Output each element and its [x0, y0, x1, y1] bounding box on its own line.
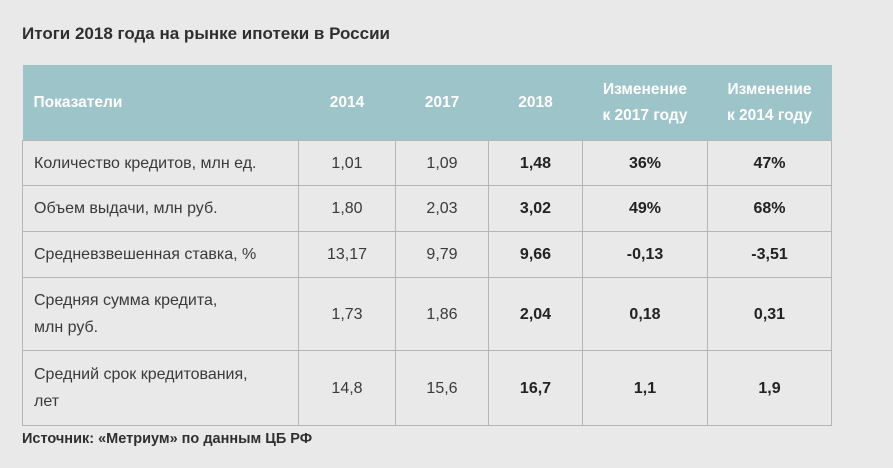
- cell-text: млн руб.: [34, 319, 99, 336]
- value-cell: 47%: [707, 140, 832, 186]
- cell-text: Средний срок кредитования,: [34, 366, 248, 383]
- cell-text: Средняя сумма кредита,: [34, 292, 218, 309]
- cell-text: 2018: [518, 93, 553, 111]
- value-cell: 0,18: [582, 277, 708, 351]
- value-cell: 15,6: [395, 350, 489, 426]
- cell-text: 2014: [329, 93, 365, 111]
- cell-text: Количество кредитов, млн ед.: [34, 154, 257, 172]
- value-cell: -0,13: [582, 231, 708, 278]
- cell-text: к 2014 году: [726, 106, 812, 124]
- cell-text: Объем выдачи, млн руб.: [34, 200, 218, 217]
- value-cell: 1,48: [488, 140, 583, 186]
- value-cell: 49%: [582, 185, 708, 232]
- header-cell: 2017: [395, 65, 489, 141]
- cell-text: лет: [34, 393, 60, 410]
- header-row: Показатели 2014 2017 2018 Изменение к 2017 го…: [22, 65, 832, 141]
- value-cell: 2,03: [395, 185, 489, 232]
- value-cell: 36%: [582, 140, 708, 186]
- label-cell: Средняя сумма кредита, млн руб.: [22, 277, 299, 351]
- label-cell: Средний срок кредитования, лет: [22, 350, 299, 426]
- cell-text: Изменение: [602, 80, 688, 98]
- value-cell: 9,66: [488, 231, 583, 278]
- row: Количество кредитов, млн ед. 1,01 1,09 1,48…: [22, 140, 832, 186]
- row: Средний срок кредитования, лет 14,8 15,6 16,…: [22, 350, 832, 426]
- value-cell: 1,73: [298, 277, 396, 351]
- cell-text: Показатели: [33, 93, 123, 111]
- value-cell: 1,86: [395, 277, 489, 351]
- row: Объем выдачи, млн руб. 1,80 2,03 3,02 49% 68%: [22, 185, 832, 232]
- value-cell: 16,7: [488, 350, 583, 426]
- value-cell: 0,31: [707, 277, 832, 351]
- label-cell: Объем выдачи, млн руб.: [22, 185, 299, 232]
- value-cell: 1,80: [298, 185, 396, 232]
- header-cell: Изменение к 2017 году: [582, 65, 708, 141]
- value-cell: 1,09: [395, 140, 489, 186]
- title: Итоги 2018 года на рынке ипотеки в Росси…: [22, 24, 390, 43]
- cell-text: Средневзвешенная ставка, %: [34, 246, 257, 263]
- header-cell: 2014: [298, 65, 396, 141]
- value-cell: 9,79: [395, 231, 489, 278]
- row: Средняя сумма кредита, млн руб. 1,73 1,86 2,…: [22, 277, 832, 351]
- value-cell: 2,04: [488, 277, 583, 351]
- cell-text: 2017: [424, 93, 460, 111]
- value-cell: 3,02: [488, 185, 583, 232]
- value-cell: 1,1: [582, 350, 708, 426]
- table: Показатели 2014 2017 2018 Изменение к 2017 го…: [22, 65, 832, 426]
- header-cell: Показатели: [22, 65, 299, 141]
- value-cell: 1,9: [707, 350, 832, 426]
- source: Источник: «Метриум» по данным ЦБ РФ: [22, 431, 313, 447]
- label-cell: Количество кредитов, млн ед.: [22, 140, 299, 186]
- header-cell: Изменение к 2014 году: [707, 65, 832, 141]
- value-cell: 13,17: [298, 231, 396, 278]
- row: Средневзвешенная ставка, % 13,17 9,79 9,66-…: [22, 231, 832, 278]
- value-cell: 1,01: [298, 140, 396, 186]
- value-cell: 14,8: [298, 350, 396, 426]
- value-cell: 68%: [707, 185, 832, 232]
- cell-text: Изменение: [727, 80, 812, 98]
- value-cell: -3,51: [707, 231, 832, 278]
- label-cell: Средневзвешенная ставка, %: [22, 231, 299, 278]
- header-cell: 2018: [488, 65, 583, 141]
- cell-text: к 2017 году: [602, 106, 688, 124]
